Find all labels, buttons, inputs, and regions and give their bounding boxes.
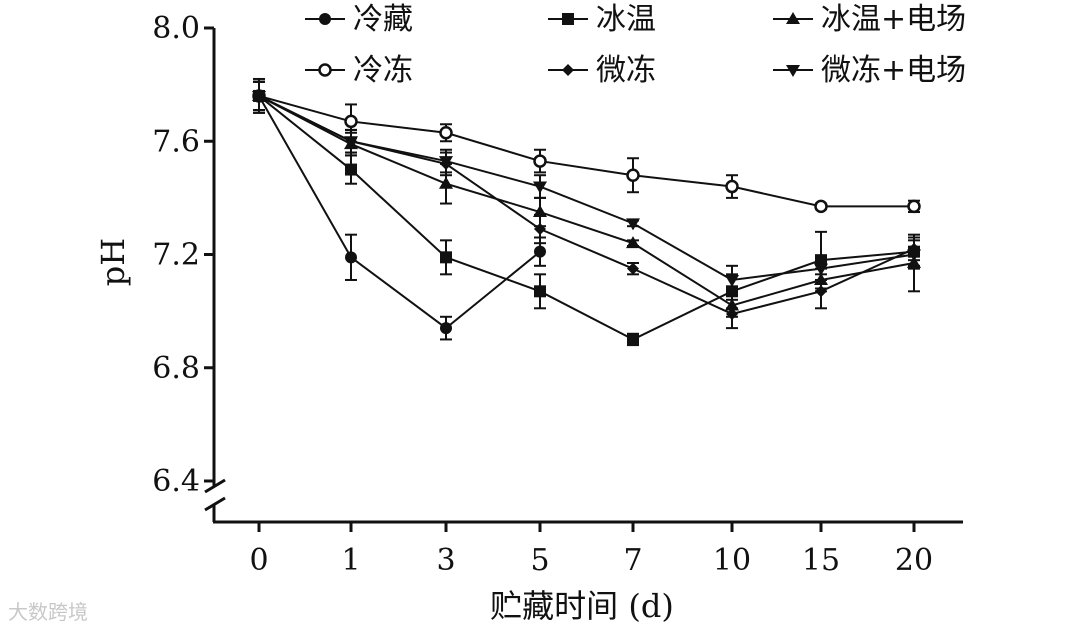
data-point xyxy=(533,205,547,218)
series xyxy=(252,77,921,347)
data-point xyxy=(626,168,640,182)
data-point xyxy=(814,263,828,276)
data-point xyxy=(626,236,640,249)
ticks: 6.4 6.8 7.2 7.6 8.0 0 1 3 5 7 10 15 20 xyxy=(152,11,933,578)
data-point xyxy=(533,154,547,168)
legend-label: 冰温 xyxy=(596,2,656,37)
x-tick-label: 10 xyxy=(713,543,751,578)
data-point xyxy=(725,274,739,287)
legend-marker xyxy=(786,65,800,77)
data-point xyxy=(439,176,453,189)
data-point xyxy=(725,298,739,311)
data-point xyxy=(439,156,453,169)
legend-marker xyxy=(562,64,574,76)
legend-entry: 冰温 xyxy=(548,2,656,37)
axis-break-mark xyxy=(204,478,226,494)
data-point xyxy=(440,251,452,264)
x-axis-title: 贮藏时间 (d) xyxy=(490,587,674,625)
data-point xyxy=(344,136,358,149)
series-line xyxy=(258,95,915,307)
legend-label: 微冻+电场 xyxy=(821,53,966,88)
legend-label: 冷冻 xyxy=(353,53,413,88)
legend-label: 冷藏 xyxy=(353,2,413,37)
axis-break-mark xyxy=(204,496,226,512)
y-tick-label: 6.4 xyxy=(152,464,200,499)
y-tick-label: 8.0 xyxy=(152,11,200,46)
data-point xyxy=(344,114,358,129)
y-tick-label: 7.2 xyxy=(152,238,200,273)
x-tick-label: 1 xyxy=(341,543,360,578)
series-1 xyxy=(253,77,546,341)
data-point xyxy=(907,249,921,262)
legend-entry: 微冻 xyxy=(548,53,656,88)
data-point xyxy=(345,251,357,264)
data-point xyxy=(252,90,266,103)
legend-marker xyxy=(319,13,331,25)
legend-entry: 冰温+电场 xyxy=(773,2,966,37)
y-axis-title: pH xyxy=(94,238,132,286)
series-line xyxy=(258,95,915,282)
watermark: 大数跨境 xyxy=(8,600,88,624)
data-point xyxy=(725,179,739,194)
x-tick-label: 15 xyxy=(802,543,840,578)
series-line xyxy=(258,95,915,341)
series-line xyxy=(258,94,914,208)
data-point xyxy=(534,285,546,298)
legend-marker xyxy=(318,63,332,77)
series-line xyxy=(258,95,541,330)
y-tick-label: 6.8 xyxy=(152,351,200,386)
data-point xyxy=(627,333,639,346)
x-tick-label: 20 xyxy=(895,543,933,578)
legend-entry: 冷冻 xyxy=(305,53,413,88)
axes xyxy=(204,28,963,524)
legend-label: 微冻 xyxy=(596,53,656,88)
legend-entry: 微冻+电场 xyxy=(773,53,966,88)
legend-marker xyxy=(786,12,800,24)
data-point xyxy=(534,245,546,258)
data-point xyxy=(814,199,828,214)
x-tick-label: 7 xyxy=(623,543,642,578)
data-point xyxy=(626,218,640,231)
legend-marker xyxy=(562,13,574,25)
x-tick-label: 0 xyxy=(249,543,268,578)
series-6 xyxy=(252,80,921,296)
legend-label: 冰温+电场 xyxy=(821,2,966,37)
x-tick-label: 3 xyxy=(436,543,455,578)
y-tick-label: 7.6 xyxy=(152,124,200,159)
data-point xyxy=(907,199,921,214)
legend-entry: 冷藏 xyxy=(305,2,413,37)
data-point xyxy=(533,181,547,194)
x-tick-label: 5 xyxy=(530,543,549,578)
data-point xyxy=(627,262,639,275)
data-point xyxy=(345,163,357,176)
data-point xyxy=(440,322,452,335)
data-point xyxy=(439,126,453,140)
series-2 xyxy=(252,80,921,214)
